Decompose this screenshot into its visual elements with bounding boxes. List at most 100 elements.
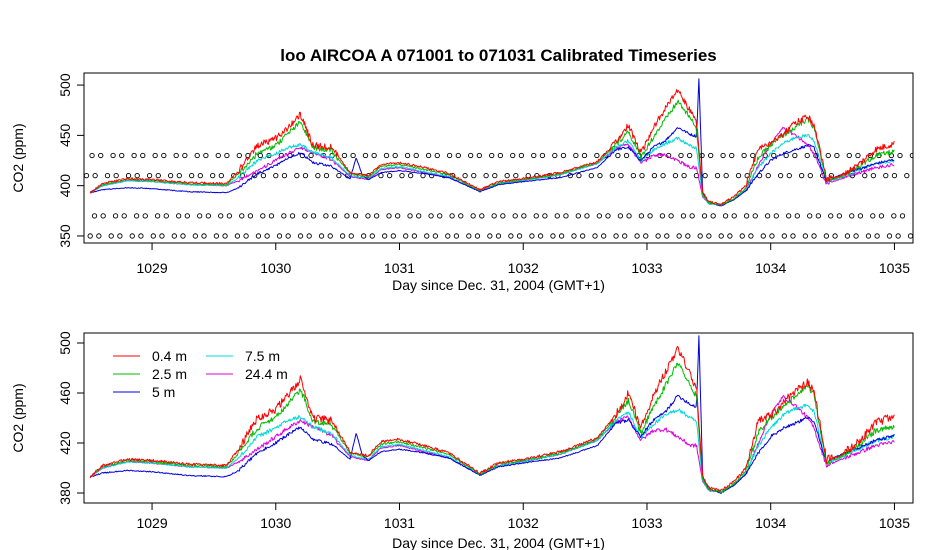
marker-point [327, 233, 333, 239]
marker-point [395, 213, 401, 219]
marker-point [360, 233, 367, 239]
marker-point [513, 172, 519, 179]
marker-point [188, 172, 195, 179]
marker-point [129, 233, 135, 239]
marker-point [297, 233, 304, 239]
marker-point [407, 213, 413, 219]
marker-point [239, 213, 245, 219]
marker-point [471, 172, 477, 179]
marker-point [802, 233, 809, 239]
marker-point [458, 213, 464, 219]
marker-point [203, 152, 209, 159]
marker-point [273, 172, 279, 179]
marker-point [634, 233, 640, 239]
marker-point [584, 213, 590, 219]
marker-point [131, 152, 137, 159]
marker-point [699, 152, 705, 159]
marker-point [651, 172, 658, 179]
marker-point [668, 213, 674, 219]
marker-point [521, 213, 527, 219]
marker-point [681, 172, 687, 179]
marker-point [798, 172, 805, 179]
x-tick-label: 1032 [508, 515, 539, 531]
plot-area [84, 78, 913, 239]
marker-point [371, 152, 377, 159]
marker-point [560, 152, 567, 159]
marker-point [218, 172, 224, 179]
marker-point [777, 172, 784, 179]
marker-point [720, 152, 726, 159]
marker-point [594, 152, 600, 159]
marker-point [853, 233, 859, 239]
marker-point [352, 213, 359, 219]
marker-point [786, 213, 792, 219]
x-tick-label: 1032 [508, 260, 539, 276]
marker-point [537, 233, 544, 239]
marker-point [891, 213, 897, 219]
marker-point [909, 152, 913, 159]
marker-point [581, 152, 588, 159]
marker-point [425, 152, 432, 159]
marker-point [552, 152, 558, 159]
marker-point [446, 152, 453, 159]
marker-point [849, 213, 855, 219]
y-tick-label: 420 [57, 431, 73, 455]
marker-point [390, 233, 396, 239]
marker-point [714, 172, 721, 179]
marker-point [432, 233, 439, 239]
marker-point [525, 172, 531, 179]
y-tick-label: 400 [57, 174, 73, 198]
marker-point [154, 213, 161, 219]
marker-point [348, 233, 354, 239]
marker-point [176, 172, 182, 179]
marker-point [89, 152, 95, 159]
marker-point [205, 213, 212, 219]
marker-point [146, 172, 153, 179]
marker-point [550, 233, 556, 239]
marker-point [722, 213, 729, 219]
chart-title: loo AIRCOA A 071001 to 071031 Calibrated… [280, 46, 717, 65]
marker-point [491, 213, 497, 219]
x-tick-label: 1030 [260, 515, 291, 531]
marker-point [807, 213, 813, 219]
marker-point [741, 152, 747, 159]
marker-point [702, 172, 708, 179]
marker-point [907, 233, 913, 239]
marker-point [245, 152, 251, 159]
x-tick-label: 1034 [755, 515, 786, 531]
x-axis-label: Day since Dec. 31, 2004 (GMT+1) [392, 277, 605, 293]
marker-point [899, 213, 906, 219]
marker-point [184, 213, 190, 219]
legend-label: 2.5 m [152, 366, 187, 382]
marker-point [236, 152, 242, 159]
marker-point [285, 233, 291, 239]
marker-point [138, 233, 144, 239]
marker-point [119, 152, 125, 159]
marker-point [142, 213, 148, 219]
marker-point [622, 233, 628, 239]
marker-point [155, 172, 161, 179]
marker-point [247, 213, 254, 219]
marker-point [750, 152, 756, 159]
marker-point [508, 233, 514, 239]
marker-point [554, 213, 560, 219]
marker-point [794, 213, 800, 219]
marker-point [613, 233, 619, 239]
marker-point [542, 213, 548, 219]
marker-point [176, 213, 182, 219]
x-tick-label: 1035 [879, 260, 910, 276]
marker-point [710, 213, 716, 219]
marker-point [895, 233, 901, 239]
marker-point [862, 172, 868, 179]
marker-point [310, 213, 317, 219]
marker-point [531, 152, 537, 159]
marker-point [294, 172, 300, 179]
marker-point [489, 152, 495, 159]
marker-point [302, 172, 309, 179]
marker-point [182, 152, 188, 159]
marker-point [445, 233, 451, 239]
x-tick-label: 1030 [260, 260, 291, 276]
marker-point [615, 152, 621, 159]
marker-point [836, 213, 843, 219]
marker-point [832, 233, 838, 239]
